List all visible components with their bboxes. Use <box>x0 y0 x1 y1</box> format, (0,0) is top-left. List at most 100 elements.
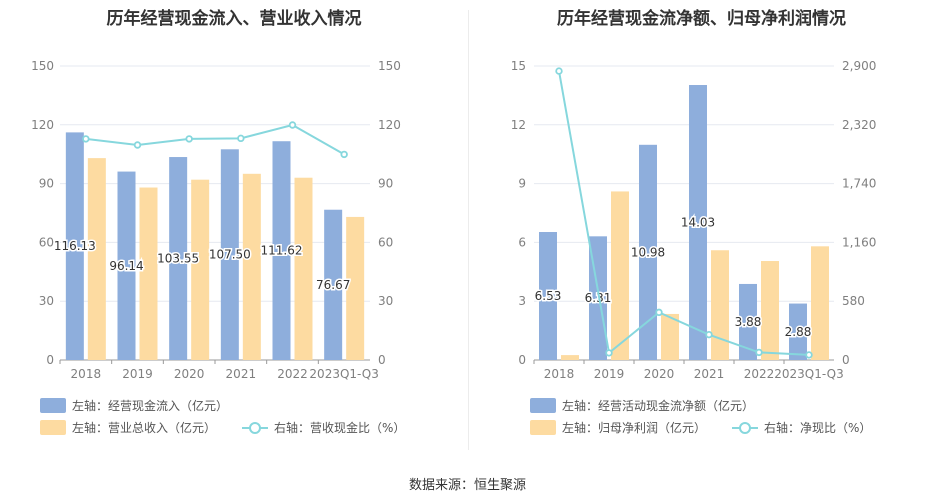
data-label: 14.03 <box>681 216 715 230</box>
data-label: 76.67 <box>316 278 350 292</box>
x-axis-tick-label: 2023Q1-Q3 <box>309 367 378 381</box>
legend-label: 左轴：营业总收入（亿元） <box>72 420 217 435</box>
data-label: 107.50 <box>209 248 251 262</box>
data-label: 6.31 <box>585 291 612 305</box>
data-label: 96.14 <box>109 259 143 273</box>
legend-swatch <box>40 397 66 413</box>
line-point <box>605 349 613 357</box>
legend: 左轴：经营活动现金流净额（亿元） 左轴：归母净利润（亿元） 右轴：净现比（%） <box>530 394 871 438</box>
bar <box>561 355 579 360</box>
bar <box>242 173 261 360</box>
bar <box>191 179 210 360</box>
bar <box>169 157 188 360</box>
data-label: 2.88 <box>785 325 812 339</box>
legend-item[interactable]: 右轴：营收现金比（%） <box>242 419 405 436</box>
legend-label: 左轴：经营活动现金流净额（亿元） <box>562 398 755 413</box>
x-axis-tick-label: 2023Q1-Q3 <box>774 367 843 381</box>
legend: 左轴：经营现金流入（亿元） 左轴：营业总收入（亿元） 右轴：营收现金比（%） <box>40 394 405 438</box>
data-label: 3.88 <box>735 315 762 329</box>
legend-label: 左轴：归母净利润（亿元） <box>562 420 707 435</box>
right-axis-tick-label: 1,160 <box>842 235 876 249</box>
left-axis-tick-label: 0 <box>518 353 526 367</box>
right-axis-tick-label: 0 <box>842 353 850 367</box>
bar <box>117 171 136 360</box>
data-label: 116.13 <box>54 239 96 253</box>
bar <box>689 85 707 361</box>
left-axis-tick-label: 15 <box>511 59 526 73</box>
left-axis-tick-label: 12 <box>511 118 526 132</box>
bar <box>324 209 343 360</box>
line-point <box>805 351 813 359</box>
line-point <box>185 135 193 143</box>
right-axis-tick-label: 30 <box>378 294 393 308</box>
line-point <box>133 141 142 149</box>
bar <box>711 250 729 360</box>
panel-divider <box>468 10 469 450</box>
bar <box>739 283 757 360</box>
right-axis-tick-label: 90 <box>378 177 393 191</box>
legend-item[interactable]: 左轴：经营活动现金流净额（亿元） <box>530 397 754 414</box>
legend-item[interactable]: 左轴：营业总收入（亿元） <box>40 419 216 436</box>
right-axis-tick-label: 60 <box>378 235 393 249</box>
right-axis-tick-label: 0 <box>378 353 386 367</box>
right-axis-tick-label: 150 <box>378 59 401 73</box>
left-axis-tick-label: 0 <box>46 353 54 367</box>
line-point <box>340 150 348 159</box>
chart-panel-right: 历年经营现金流净额、归母净利润情况 0 0 3 580 6 1,160 9 1,740 12 2,… <box>468 0 935 470</box>
x-axis-tick-label: 2019 <box>122 367 153 381</box>
line-point <box>82 135 90 143</box>
legend-label: 右轴：营收现金比（%） <box>274 420 406 435</box>
line-point <box>705 330 713 339</box>
legend-item[interactable]: 左轴：归母净利润（亿元） <box>530 419 706 436</box>
bar <box>789 303 807 360</box>
chart-plot: 0 0 3 580 6 1,160 9 1,740 12 2,320 15 2,900 2018 2019… <box>511 59 877 381</box>
chart-title: 历年经营现金流净额、归母净利润情况 <box>557 9 846 29</box>
legend-line-swatch <box>732 420 759 435</box>
left-axis-tick-label: 3 <box>518 294 526 308</box>
left-axis-tick-label: 120 <box>31 118 54 132</box>
bar <box>639 144 657 360</box>
series-line <box>558 70 810 356</box>
right-axis-tick-label: 120 <box>378 118 401 132</box>
bar <box>65 132 84 360</box>
x-axis-tick-label: 2020 <box>644 367 675 381</box>
bar <box>811 246 829 360</box>
legend-swatch <box>40 419 66 435</box>
data-label: 111.62 <box>261 244 303 258</box>
bar <box>294 177 313 360</box>
x-axis-tick-label: 2019 <box>594 367 625 381</box>
legend-label: 右轴：净现比（%） <box>764 420 872 435</box>
x-axis-tick-label: 2018 <box>71 367 102 381</box>
line-point <box>555 67 563 75</box>
right-axis-tick-label: 2,320 <box>842 118 876 132</box>
legend-swatch <box>530 419 556 435</box>
bar <box>539 232 557 360</box>
legend-item[interactable]: 右轴：净现比（%） <box>732 419 871 436</box>
data-label: 6.53 <box>535 289 562 303</box>
data-label: 103.55 <box>157 252 199 266</box>
line-point <box>655 308 663 317</box>
data-label: 10.98 <box>631 245 665 259</box>
line-point <box>755 348 763 357</box>
right-axis-tick-label: 580 <box>842 294 865 308</box>
bar <box>661 313 679 360</box>
bar <box>611 191 629 360</box>
bar <box>346 216 365 360</box>
right-axis-tick-label: 2,900 <box>842 59 876 73</box>
legend-label: 左轴：经营现金流入（亿元） <box>72 398 229 413</box>
bar <box>220 149 239 360</box>
chart-plot: 0 0 30 30 60 60 90 90 120 120 150 150 2018 2019 2020 20… <box>31 59 401 381</box>
chart-title: 历年经营现金流入、营业收入情况 <box>106 9 362 29</box>
x-axis-tick-label: 2020 <box>174 367 205 381</box>
bar <box>87 158 106 360</box>
bar <box>272 141 291 360</box>
line-point <box>288 121 297 129</box>
bar <box>761 261 779 360</box>
left-axis-tick-label: 60 <box>39 235 54 249</box>
x-axis-tick-label: 2022 <box>277 367 308 381</box>
bar <box>139 187 158 360</box>
left-axis-tick-label: 30 <box>39 294 54 308</box>
legend-item[interactable]: 左轴：经营现金流入（亿元） <box>40 397 228 414</box>
x-axis-tick-label: 2018 <box>544 367 575 381</box>
chart-panel-left: 历年经营现金流入、营业收入情况 0 0 30 30 60 60 90 90 120 120 150 1… <box>0 0 468 470</box>
